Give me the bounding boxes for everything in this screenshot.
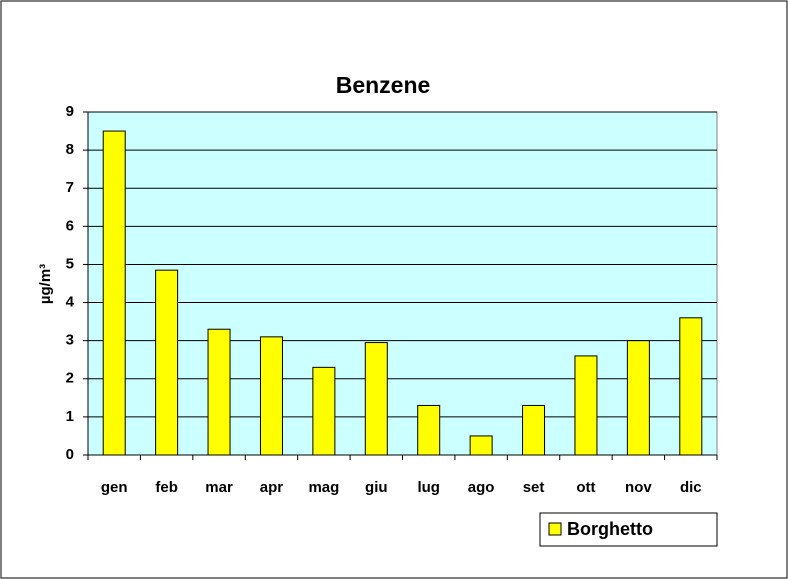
chart-title: Benzene [336, 72, 431, 98]
bar [155, 269, 179, 456]
y-tick-label: 4 [66, 294, 75, 311]
y-tick-label: 5 [66, 255, 74, 272]
x-tick-label: dic [680, 479, 702, 496]
bar [364, 342, 388, 456]
x-tick-label: ago [468, 479, 495, 496]
bar [522, 404, 546, 456]
bar [102, 130, 126, 456]
legend-label: Borghetto [567, 519, 653, 539]
legend-box [539, 512, 718, 547]
x-tick-label: lug [417, 479, 440, 496]
y-tick-label: 1 [66, 408, 74, 425]
x-tick-label: set [523, 479, 545, 496]
x-tick-label: feb [155, 479, 178, 496]
y-tick-label: 8 [66, 141, 74, 158]
x-tick-label: mag [308, 479, 339, 496]
bar [574, 355, 598, 456]
bar [469, 435, 493, 456]
bar [626, 340, 650, 456]
y-axis-label: µg/m³ [37, 264, 54, 304]
plot-area [87, 111, 718, 456]
bar [679, 317, 703, 456]
y-tick-label: 3 [66, 332, 74, 349]
y-tick-label: 6 [66, 217, 74, 234]
y-tick-label: 0 [66, 446, 74, 463]
bar [417, 404, 441, 456]
y-tick-label: 9 [66, 103, 74, 120]
x-tick-label: nov [625, 479, 652, 496]
x-tick-label: apr [260, 479, 284, 496]
x-tick-label: mar [205, 479, 233, 496]
bar [312, 366, 336, 456]
y-tick-label: 7 [66, 179, 74, 196]
bar [207, 328, 231, 456]
x-tick-label: gen [101, 479, 128, 496]
legend-swatch [548, 522, 562, 536]
bar [259, 336, 283, 456]
x-tick-label: giu [365, 479, 388, 496]
x-tick-label: ott [576, 479, 595, 496]
y-tick-label: 2 [66, 370, 74, 387]
